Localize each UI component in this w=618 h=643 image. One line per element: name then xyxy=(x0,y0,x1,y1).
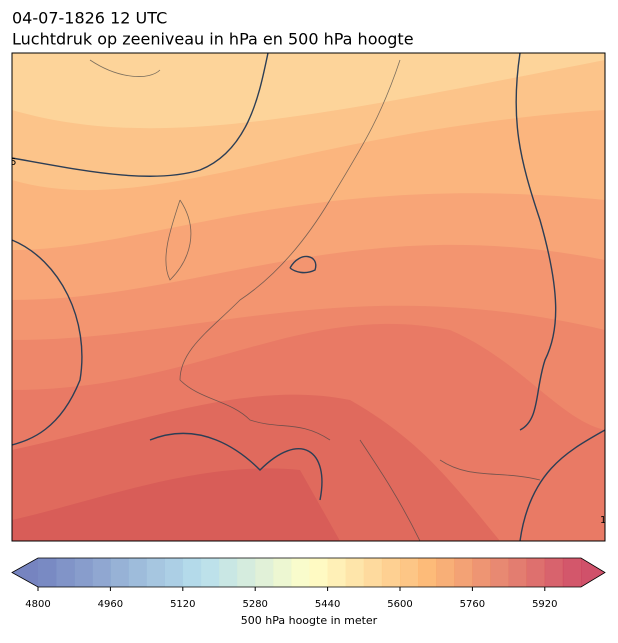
isobar-label: 1015 xyxy=(0,157,16,168)
colorbar-band xyxy=(38,558,57,587)
colorbar-outline xyxy=(11,557,606,588)
colorbar-band xyxy=(182,558,202,587)
colorbar-band xyxy=(526,558,546,587)
colorbar-band xyxy=(454,558,473,587)
colorbar-tick-label: 5600 xyxy=(387,599,412,610)
colorbar-band xyxy=(472,558,491,587)
colorbar-band xyxy=(345,558,365,587)
colorbar-tick-label: 4960 xyxy=(98,599,123,610)
colorbar: 4800 4960 5120 5280 5440 5600 5760 5920 xyxy=(11,557,606,610)
map: 1015 1015 xyxy=(0,53,618,541)
isobar-label: 1015 xyxy=(600,515,618,526)
colorbar-tick-label: 5440 xyxy=(315,599,340,610)
colorbar-band xyxy=(128,558,147,587)
colorbar-band xyxy=(92,558,111,587)
colorbar-tick-label: 5280 xyxy=(242,599,267,610)
colorbar-band xyxy=(381,558,401,587)
colorbar-band xyxy=(400,558,419,587)
colorbar-tick-label: 5920 xyxy=(532,599,557,610)
colorbar-label: 500 hPa hoogte in meter xyxy=(241,614,378,627)
colorbar-band xyxy=(56,558,75,587)
main-title: Luchtdruk op zeeniveau in hPa en 500 hPa… xyxy=(12,30,414,49)
colorbar-band xyxy=(255,558,274,587)
colorbar-band xyxy=(219,558,238,587)
colorbar-band xyxy=(418,558,437,587)
colorbar-band xyxy=(74,558,93,587)
colorbar-band xyxy=(436,558,455,587)
colorbar-band xyxy=(544,558,564,587)
date-title: 04-07-1826 12 UTC xyxy=(12,9,167,28)
colorbar-band xyxy=(273,558,292,587)
colorbar-extend-high xyxy=(581,558,605,587)
colorbar-band xyxy=(146,558,165,587)
colorbar-band xyxy=(363,558,383,587)
colorbar-band xyxy=(237,558,256,587)
colorbar-band xyxy=(309,558,328,587)
colorbar-band xyxy=(291,558,310,587)
colorbar-tick-label: 4800 xyxy=(25,599,50,610)
colorbar-tick-label: 5760 xyxy=(460,599,485,610)
colorbar-band xyxy=(490,558,509,587)
map-frame xyxy=(11,52,606,542)
colorbar-band xyxy=(327,558,346,587)
colorbar-tick-label: 5120 xyxy=(170,599,195,610)
colorbar-extend-low xyxy=(12,558,38,587)
colorbar-band xyxy=(508,558,527,587)
colorbar-band xyxy=(562,558,582,587)
colorbar-band xyxy=(164,558,184,587)
colorbar-band xyxy=(200,558,220,587)
colorbar-band xyxy=(110,558,129,587)
